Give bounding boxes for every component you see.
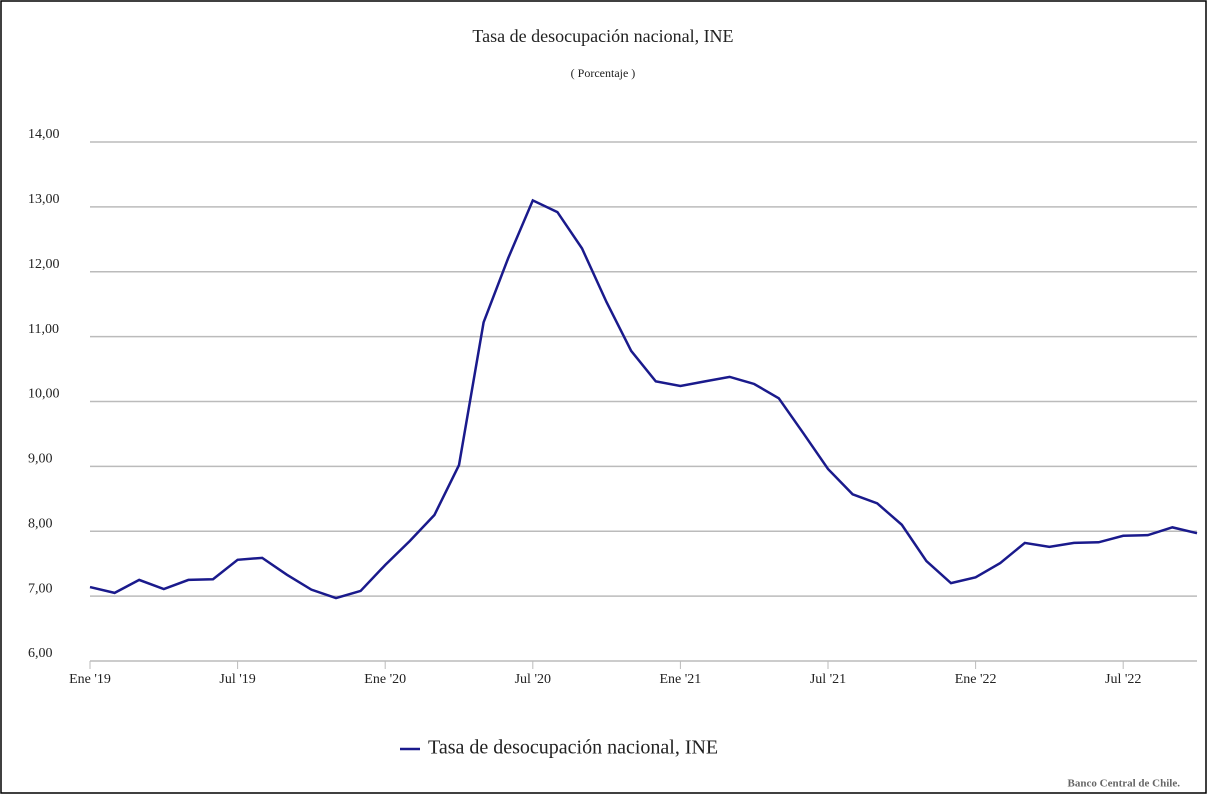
y-tick-label: 14,00 — [28, 127, 60, 142]
source: Banco Central de Chile. — [1068, 778, 1181, 790]
y-tick-label: 13,00 — [28, 192, 60, 207]
x-tick-label: Ene '19 — [69, 672, 111, 687]
y-tick-label: 9,00 — [28, 452, 53, 467]
legend-label: Tasa de desocupación nacional, INE — [428, 737, 718, 759]
x-tick-label: Ene '21 — [660, 672, 702, 687]
x-tick-label: Jul '21 — [810, 672, 846, 687]
x-tick-label: Jul '20 — [515, 672, 551, 687]
chart-subtitle: ( Porcentaje ) — [571, 66, 636, 80]
y-tick-label: 6,00 — [28, 646, 53, 661]
y-tick-label: 10,00 — [28, 387, 60, 402]
x-tick-label: Ene '20 — [364, 672, 406, 687]
line-series — [89, 198, 1198, 600]
chart-title: Tasa de desocupación nacional, INE — [472, 26, 733, 46]
y-tick-label: 8,00 — [28, 516, 53, 531]
x-tick-label: Jul '19 — [219, 672, 255, 687]
y-tick-label: 12,00 — [28, 257, 60, 272]
y-tick-label: 11,00 — [28, 322, 59, 337]
x-tick-label: Jul '22 — [1105, 672, 1141, 687]
y-tick-label: 7,00 — [28, 581, 53, 596]
x-tick-label: Ene '22 — [955, 672, 997, 687]
